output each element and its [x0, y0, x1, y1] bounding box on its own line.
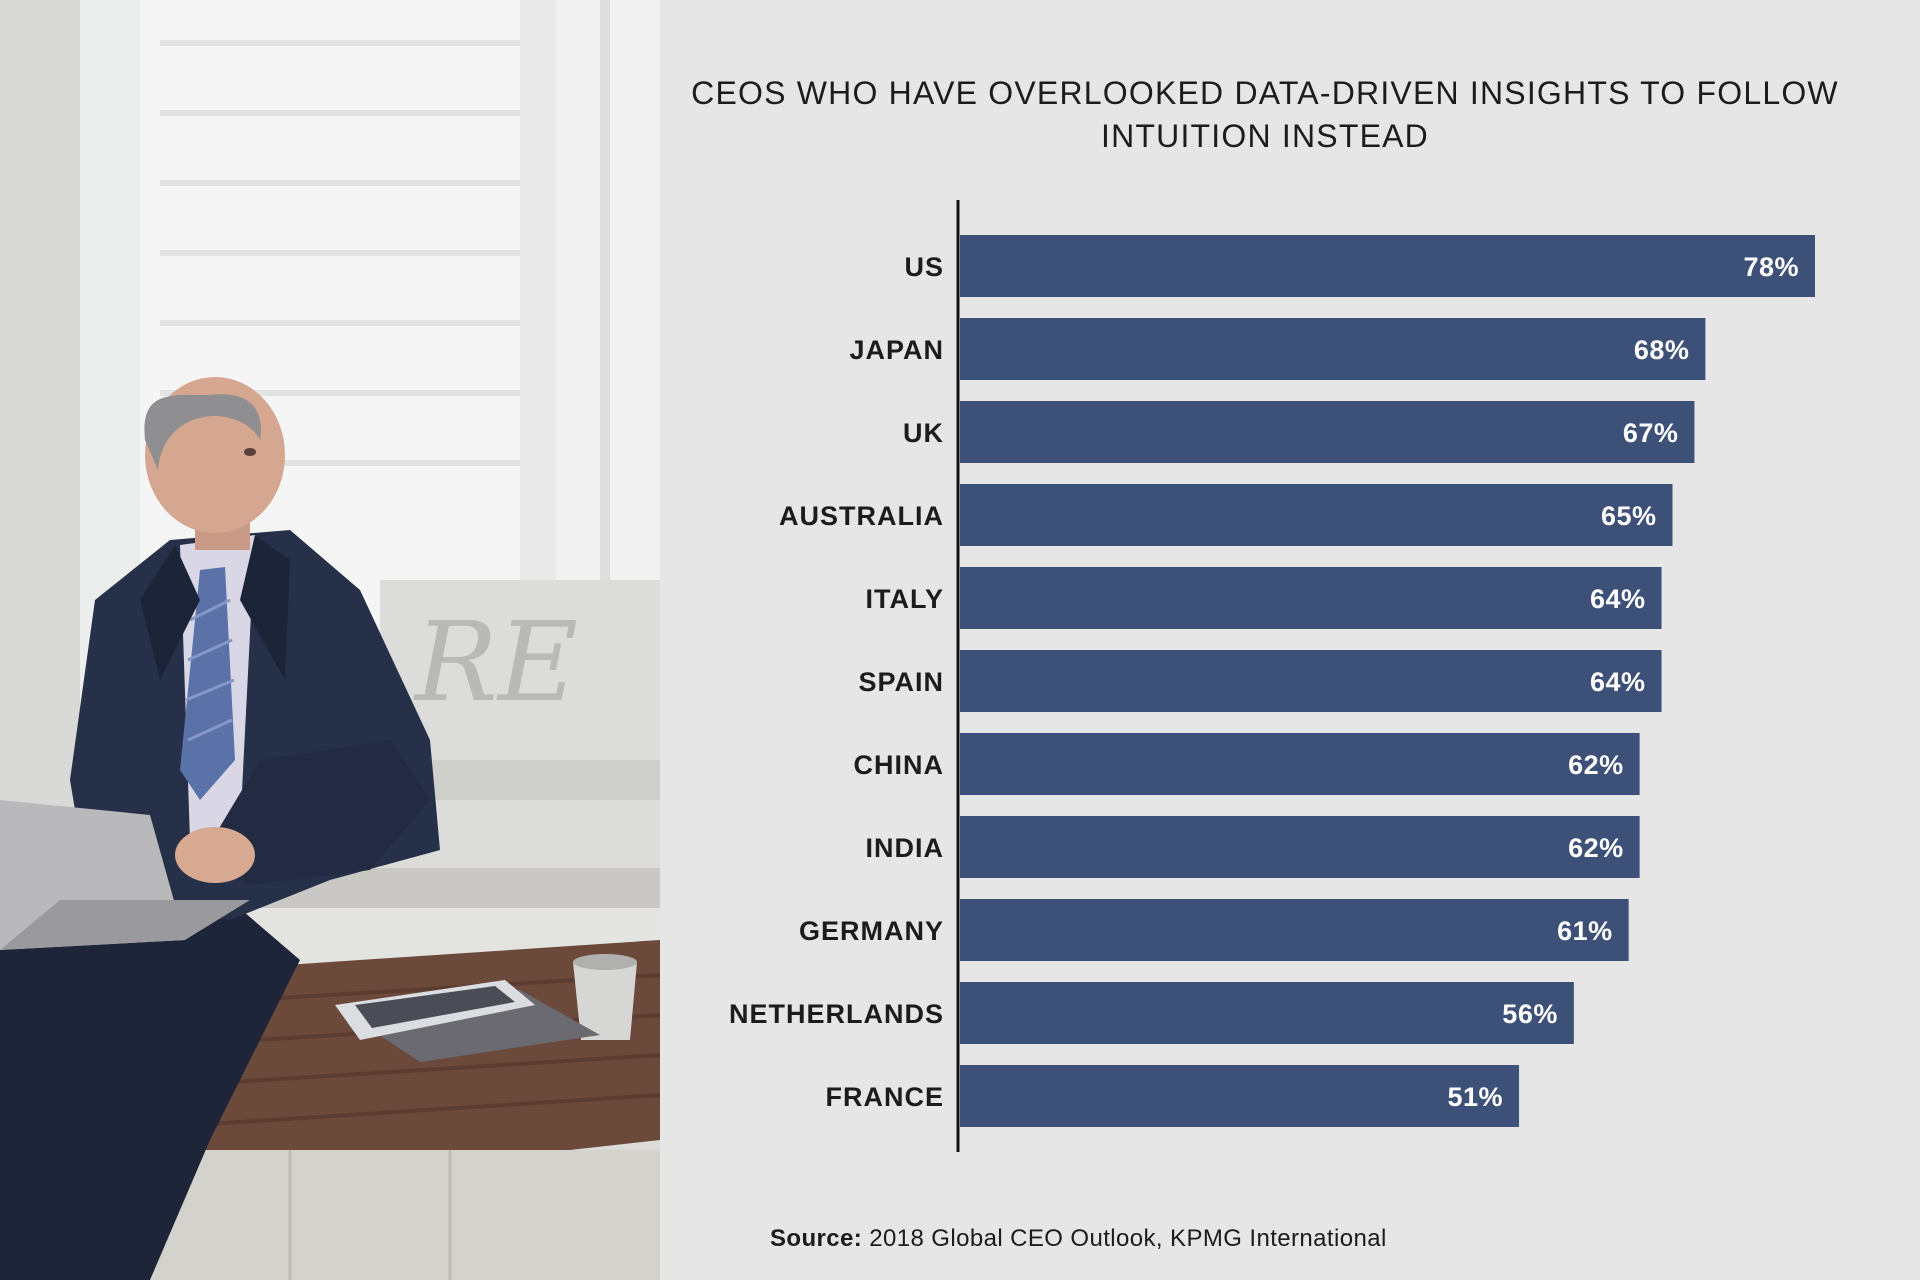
bar — [960, 733, 1640, 795]
bar — [960, 318, 1706, 380]
category-label: SPAIN — [858, 667, 944, 697]
value-label: 62% — [1568, 833, 1624, 863]
value-label: 67% — [1623, 418, 1679, 448]
bar — [960, 567, 1662, 629]
bar — [960, 1065, 1520, 1127]
bar — [960, 235, 1815, 297]
photo-panel: RE — [0, 0, 660, 1280]
category-label: NETHERLANDS — [729, 999, 944, 1029]
category-label: ITALY — [865, 584, 944, 614]
value-label: 51% — [1447, 1082, 1503, 1112]
value-label: 65% — [1601, 501, 1657, 531]
value-label: 64% — [1590, 667, 1646, 697]
value-label: 61% — [1557, 916, 1613, 946]
bar — [960, 899, 1629, 961]
category-label: AUSTRALIA — [779, 501, 944, 531]
bar — [960, 816, 1640, 878]
category-label: CHINA — [854, 750, 945, 780]
bar — [960, 982, 1574, 1044]
category-label: US — [904, 252, 944, 282]
category-label: INDIA — [866, 833, 945, 863]
bar — [960, 484, 1673, 546]
svg-text:RE: RE — [413, 598, 578, 726]
bar — [960, 650, 1662, 712]
bar — [960, 401, 1695, 463]
category-label: GERMANY — [799, 916, 944, 946]
businessman-photo: RE — [0, 0, 660, 1280]
value-label: 78% — [1743, 252, 1799, 282]
source-label: Source: — [770, 1225, 863, 1252]
source-note: Source: 2018 Global CEO Outlook, KPMG In… — [770, 1225, 1387, 1253]
chart-title: CEOS WHO HAVE OVERLOOKED DATA-DRIVEN INS… — [691, 75, 1839, 154]
bar-chart: US 78% JAPAN 68% UK 67% AUSTRALIA 65% ITALY 64% SP… — [729, 200, 1815, 1152]
source-text: 2018 Global CEO Outlook, KPMG Internatio… — [869, 1225, 1387, 1252]
value-label: 68% — [1634, 335, 1690, 365]
category-label: UK — [903, 418, 944, 448]
chart-panel: CEOS WHO HAVE OVERLOOKED DATA-DRIVEN INS… — [660, 0, 1920, 1280]
value-label: 64% — [1590, 584, 1646, 614]
category-label: FRANCE — [826, 1082, 945, 1112]
value-label: 62% — [1568, 750, 1624, 780]
value-label: 56% — [1502, 999, 1558, 1029]
category-label: JAPAN — [849, 335, 944, 365]
